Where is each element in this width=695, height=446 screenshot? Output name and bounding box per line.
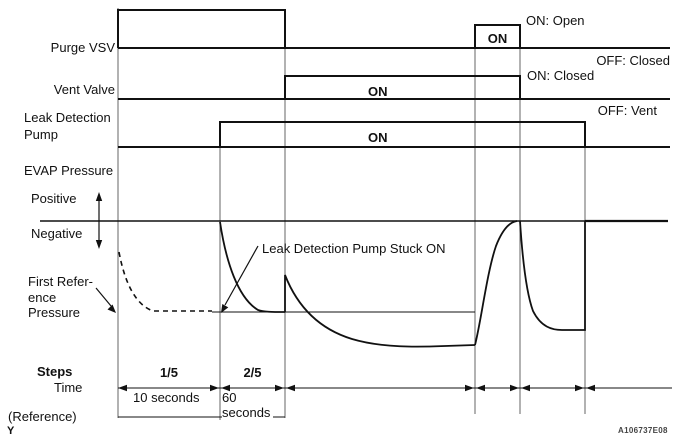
purge-vsv-label: Purge VSV [50, 40, 115, 55]
ldp-label-line2: Pump [24, 127, 58, 142]
negative-label: Negative [31, 226, 83, 241]
first-reference-label-line3: Pressure [28, 305, 81, 320]
first-reference-label-line2: ence [28, 290, 57, 305]
drawing-code: A106737E08 [618, 426, 668, 435]
ldp-on-label: ON [368, 130, 388, 145]
duration-2-label-line1: 60 [222, 390, 237, 405]
legend-purge-off: OFF: Closed [596, 53, 670, 68]
purge-vsv-pulse [474, 24, 521, 48]
purge-pulse-on-label: ON [487, 31, 508, 46]
ldp-label-line1: Leak Detection [24, 110, 111, 125]
vent-valve-on-segment [284, 75, 521, 99]
legend-vent-off: OFF: Vent [597, 103, 657, 118]
ldp-on-segment [219, 121, 586, 147]
legend-vent-on: ON: Closed [527, 68, 595, 83]
evap-pressure-label: EVAP Pressure [24, 163, 114, 178]
vent-valve-label: Vent Valve [53, 82, 115, 97]
time-dimension-line [118, 384, 672, 392]
corner-mark: Y [7, 425, 15, 437]
stuck-on-leader [221, 245, 259, 313]
pressure-stuck-on-curve [284, 274, 476, 348]
stuck-on-annotation: Leak Detection Pump Stuck ON [262, 241, 446, 256]
vent-valve-on-label: ON [368, 84, 388, 99]
guide-lines [117, 8, 586, 420]
step-1-label: 1/5 [159, 365, 179, 380]
duration-1-label: 10 seconds [133, 390, 200, 405]
pressure-decay-1 [219, 221, 286, 313]
reference-label: (Reference) [8, 409, 77, 424]
positive-negative-arrow [95, 192, 103, 249]
first-reference-label-line1: First Refer- [28, 274, 93, 289]
positive-label: Positive [31, 191, 77, 206]
time-label: Time [54, 380, 83, 395]
legend-purge-on: ON: Open [526, 13, 585, 28]
pressure-decay-2 [519, 220, 586, 331]
steps-label: Steps [37, 364, 73, 379]
pressure-rise-curve [474, 220, 518, 346]
purge-vsv-on-segment [117, 9, 286, 48]
step-2-label: 2/5 [243, 365, 262, 380]
reference-pressure-curve [118, 251, 212, 312]
duration-2-label-line2: seconds [222, 405, 274, 420]
first-reference-leader [95, 287, 116, 313]
